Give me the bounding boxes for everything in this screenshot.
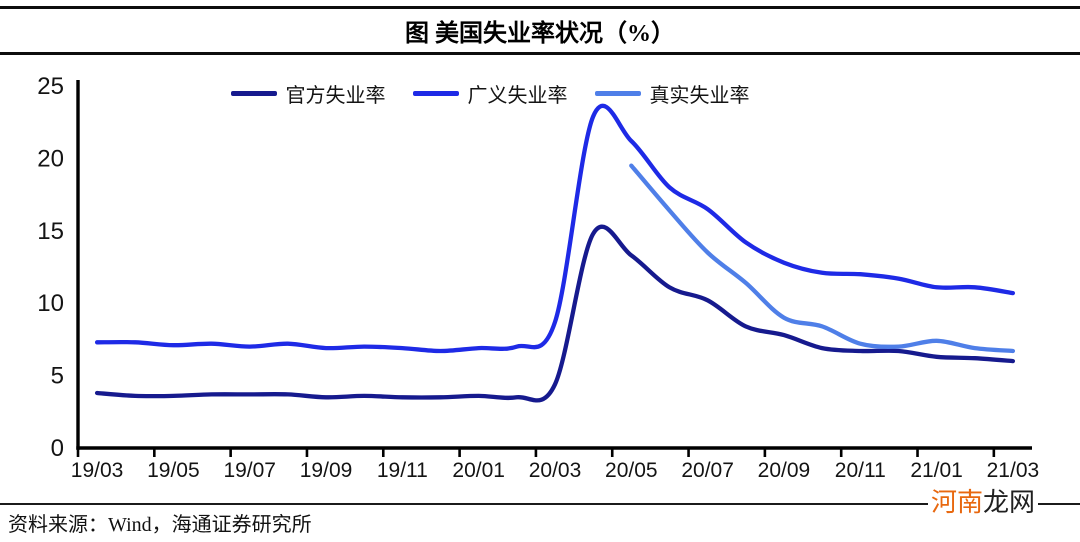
legend-swatch-real [594,91,641,96]
legend-label-broad: 广义失业率 [467,85,568,107]
legend-label-official: 官方失业率 [285,85,386,107]
source-note: 资料来源：Wind，海通证券研究所 [8,514,312,536]
x-tick-label: 20/01 [452,459,505,482]
legend-item-real: 真实失业率 [594,79,750,108]
x-tick-label: 21/03 [987,459,1040,482]
x-tick-label: 20/11 [835,459,886,482]
legend-item-official: 官方失业率 [230,79,386,108]
x-tick-label: 20/07 [681,459,734,482]
line-real [629,163,1016,354]
y-tick-label: 20 [37,145,64,172]
bottom-border-line [0,503,1080,505]
y-tick-label: 0 [51,435,64,462]
x-tick-label: 21/01 [910,459,963,482]
legend-swatch-official [230,91,277,96]
y-tick-label: 10 [37,290,64,317]
watermark-part-2: 龙网 [983,488,1036,517]
x-tick-label: 20/05 [605,459,658,482]
line-official [94,224,1016,403]
legend-swatch-broad [412,91,459,96]
y-tick-label: 15 [37,218,64,245]
legend-label-real: 真实失业率 [649,85,750,107]
x-tick-label: 20/09 [758,459,811,482]
watermark: 河南龙网 [928,488,1039,517]
x-tick-label: 20/03 [529,459,582,482]
legend-item-broad: 广义失业率 [412,79,568,108]
x-tick-label: 19/05 [147,459,200,482]
title-divider-line [0,52,1080,55]
x-tick-label: 19/09 [300,459,353,482]
chart-legend: 官方失业率 广义失业率 真实失业率 [0,79,1080,108]
x-tick-label: 19/11 [377,459,428,482]
x-tick-label: 19/03 [71,459,124,482]
y-tick-label: 25 [37,73,64,100]
line-broad [94,104,1016,354]
x-tick-label: 19/07 [223,459,276,482]
watermark-part-1: 河南 [931,488,984,517]
chart-title: 图 美国失业率状况（%） [405,21,675,47]
line-chart-canvas: 19/03 19/05 19/07 19/09 19/11 20/01 20/03 20/05… [37,73,1040,482]
top-border-line [0,6,1080,9]
y-tick-label: 5 [51,363,64,390]
